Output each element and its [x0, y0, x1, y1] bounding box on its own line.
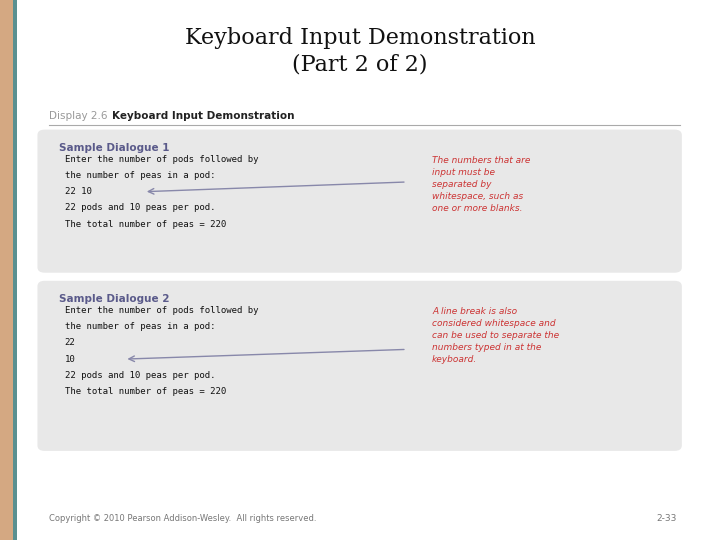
Text: Enter the number of pods followed by: Enter the number of pods followed by — [65, 306, 258, 315]
Text: Enter the number of pods followed by: Enter the number of pods followed by — [65, 155, 258, 164]
Text: 10: 10 — [65, 355, 76, 363]
Text: Display 2.6: Display 2.6 — [49, 111, 107, 121]
Text: Sample Dialogue 1: Sample Dialogue 1 — [59, 143, 169, 153]
FancyBboxPatch shape — [37, 130, 682, 273]
Text: The total number of peas = 220: The total number of peas = 220 — [65, 220, 226, 228]
Text: Keyboard Input Demonstration: Keyboard Input Demonstration — [112, 111, 294, 121]
Text: 22 pods and 10 peas per pod.: 22 pods and 10 peas per pod. — [65, 371, 215, 380]
Text: A line break is also
considered whitespace and
can be used to separate the
numbe: A line break is also considered whitespa… — [432, 307, 559, 364]
Text: 2-33: 2-33 — [657, 514, 677, 523]
Text: The numbers that are
input must be
separated by
whitespace, such as
one or more : The numbers that are input must be separ… — [432, 156, 531, 213]
Text: Sample Dialogue 2: Sample Dialogue 2 — [59, 294, 169, 303]
Text: 22 pods and 10 peas per pod.: 22 pods and 10 peas per pod. — [65, 204, 215, 212]
Text: The total number of peas = 220: The total number of peas = 220 — [65, 387, 226, 396]
Text: the number of peas in a pod:: the number of peas in a pod: — [65, 171, 215, 180]
Bar — [0, 0, 13, 540]
Text: the number of peas in a pod:: the number of peas in a pod: — [65, 322, 215, 331]
Text: Copyright © 2010 Pearson Addison-Wesley.  All rights reserved.: Copyright © 2010 Pearson Addison-Wesley.… — [49, 514, 317, 523]
Text: Keyboard Input Demonstration
(Part 2 of 2): Keyboard Input Demonstration (Part 2 of … — [185, 27, 535, 76]
Text: 22 10: 22 10 — [65, 187, 91, 196]
Bar — [13, 0, 17, 540]
FancyBboxPatch shape — [37, 281, 682, 451]
Text: 22: 22 — [65, 339, 76, 347]
